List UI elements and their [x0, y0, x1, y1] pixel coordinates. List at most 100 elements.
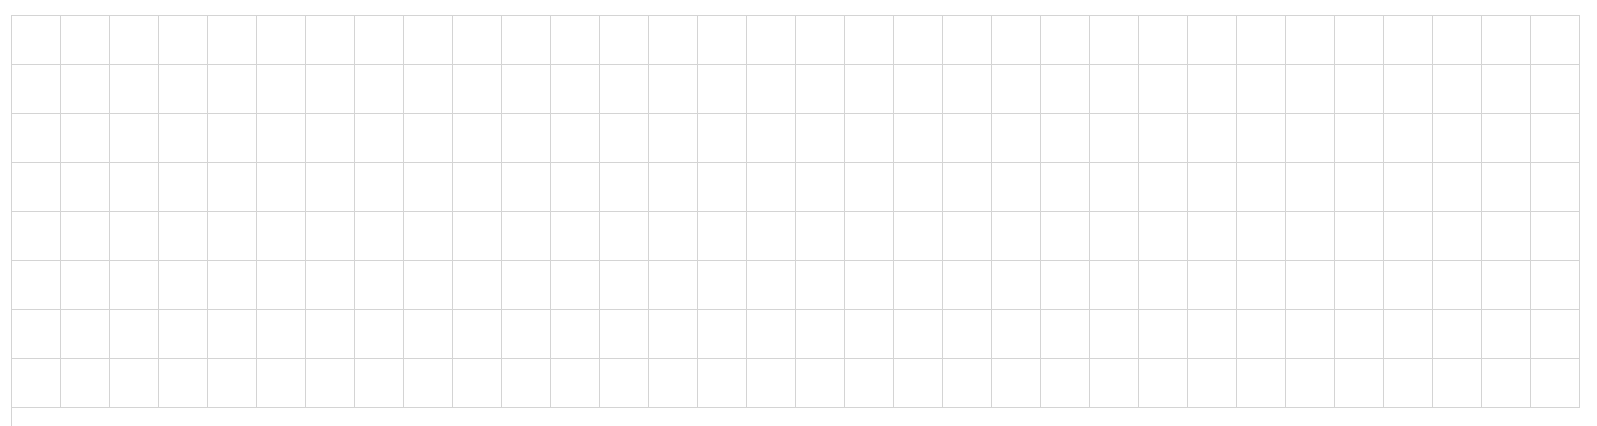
grid-cell[interactable]: [257, 212, 306, 261]
grid-cell[interactable]: [747, 310, 796, 359]
grid-cell[interactable]: [747, 261, 796, 310]
grid-cell[interactable]: [1531, 310, 1580, 359]
grid-cell[interactable]: [355, 163, 404, 212]
grid-cell[interactable]: [796, 261, 845, 310]
grid-cell[interactable]: [404, 261, 453, 310]
grid-cell[interactable]: [1090, 261, 1139, 310]
grid-cell[interactable]: [1286, 65, 1335, 114]
grid-cell[interactable]: [12, 212, 61, 261]
grid-cell[interactable]: [894, 16, 943, 65]
grid-cell[interactable]: [1139, 310, 1188, 359]
grid-cell[interactable]: [1384, 16, 1433, 65]
grid-cell[interactable]: [453, 359, 502, 408]
grid-cell[interactable]: [992, 212, 1041, 261]
grid-cell[interactable]: [649, 65, 698, 114]
grid-cell[interactable]: [502, 65, 551, 114]
grid-cell[interactable]: [355, 16, 404, 65]
grid-cell[interactable]: [1041, 359, 1090, 408]
grid-cell[interactable]: [1237, 310, 1286, 359]
grid-cell[interactable]: [453, 212, 502, 261]
grid-cell[interactable]: [1433, 16, 1482, 65]
grid-cell[interactable]: [600, 261, 649, 310]
grid-cell[interactable]: [208, 359, 257, 408]
grid-cell[interactable]: [796, 163, 845, 212]
grid-cell[interactable]: [992, 163, 1041, 212]
grid-cell[interactable]: [1531, 16, 1580, 65]
grid-cell[interactable]: [894, 212, 943, 261]
grid-cell[interactable]: [796, 65, 845, 114]
grid-cell[interactable]: [1482, 65, 1531, 114]
grid-cell[interactable]: [1139, 359, 1188, 408]
grid-cell[interactable]: [502, 310, 551, 359]
grid-cell[interactable]: [12, 16, 61, 65]
grid-cell[interactable]: [404, 114, 453, 163]
grid-cell[interactable]: [1286, 212, 1335, 261]
grid-cell[interactable]: [1335, 65, 1384, 114]
grid-cell[interactable]: [1286, 163, 1335, 212]
grid-cell[interactable]: [306, 114, 355, 163]
grid-cell[interactable]: [1384, 212, 1433, 261]
grid-cell[interactable]: [257, 114, 306, 163]
grid-cell[interactable]: [1482, 310, 1531, 359]
grid-cell[interactable]: [61, 261, 110, 310]
grid-cell[interactable]: [355, 310, 404, 359]
grid-cell[interactable]: [1335, 114, 1384, 163]
grid-cell[interactable]: [1188, 310, 1237, 359]
grid-cell[interactable]: [551, 114, 600, 163]
grid-cell[interactable]: [208, 16, 257, 65]
grid-cell[interactable]: [110, 114, 159, 163]
grid-cell[interactable]: [61, 16, 110, 65]
grid-cell[interactable]: [1433, 212, 1482, 261]
grid-cell[interactable]: [502, 261, 551, 310]
grid-cell[interactable]: [1139, 163, 1188, 212]
grid-cell[interactable]: [698, 310, 747, 359]
grid-cell[interactable]: [61, 310, 110, 359]
grid-cell[interactable]: [1041, 310, 1090, 359]
grid-cell[interactable]: [453, 310, 502, 359]
grid-cell[interactable]: [1384, 114, 1433, 163]
grid-cell[interactable]: [1384, 65, 1433, 114]
grid-cell[interactable]: [1188, 261, 1237, 310]
grid-cell[interactable]: [698, 163, 747, 212]
grid-cell[interactable]: [159, 310, 208, 359]
grid-cell[interactable]: [649, 163, 698, 212]
grid-cell[interactable]: [551, 310, 600, 359]
grid-cell[interactable]: [649, 16, 698, 65]
grid-cell[interactable]: [159, 261, 208, 310]
grid-cell[interactable]: [1482, 163, 1531, 212]
grid-cell[interactable]: [1041, 65, 1090, 114]
grid-cell[interactable]: [1090, 114, 1139, 163]
grid-cell[interactable]: [1188, 163, 1237, 212]
grid-cell[interactable]: [845, 261, 894, 310]
grid-cell[interactable]: [12, 310, 61, 359]
grid-cell[interactable]: [992, 359, 1041, 408]
grid-cell[interactable]: [257, 359, 306, 408]
grid-cell[interactable]: [306, 359, 355, 408]
grid-cell[interactable]: [1090, 65, 1139, 114]
grid-cell[interactable]: [1090, 163, 1139, 212]
grid-cell[interactable]: [208, 163, 257, 212]
grid-cell[interactable]: [747, 212, 796, 261]
grid-cell[interactable]: [1286, 16, 1335, 65]
grid-cell[interactable]: [698, 212, 747, 261]
grid-cell[interactable]: [1041, 261, 1090, 310]
grid-cell[interactable]: [600, 212, 649, 261]
grid-cell[interactable]: [1433, 359, 1482, 408]
grid-cell[interactable]: [894, 310, 943, 359]
grid-cell[interactable]: [404, 212, 453, 261]
grid-cell[interactable]: [306, 261, 355, 310]
grid-cell[interactable]: [649, 261, 698, 310]
grid-cell[interactable]: [992, 16, 1041, 65]
grid-cell[interactable]: [1237, 16, 1286, 65]
grid-cell[interactable]: [1090, 359, 1139, 408]
grid-cell[interactable]: [747, 114, 796, 163]
grid-cell[interactable]: [1433, 114, 1482, 163]
grid-cell[interactable]: [502, 16, 551, 65]
grid-cell[interactable]: [1335, 212, 1384, 261]
grid-cell[interactable]: [1237, 261, 1286, 310]
grid-cell[interactable]: [698, 261, 747, 310]
grid-cell[interactable]: [1188, 65, 1237, 114]
grid-cell[interactable]: [1041, 212, 1090, 261]
grid-cell[interactable]: [306, 212, 355, 261]
grid-cell[interactable]: [1384, 359, 1433, 408]
